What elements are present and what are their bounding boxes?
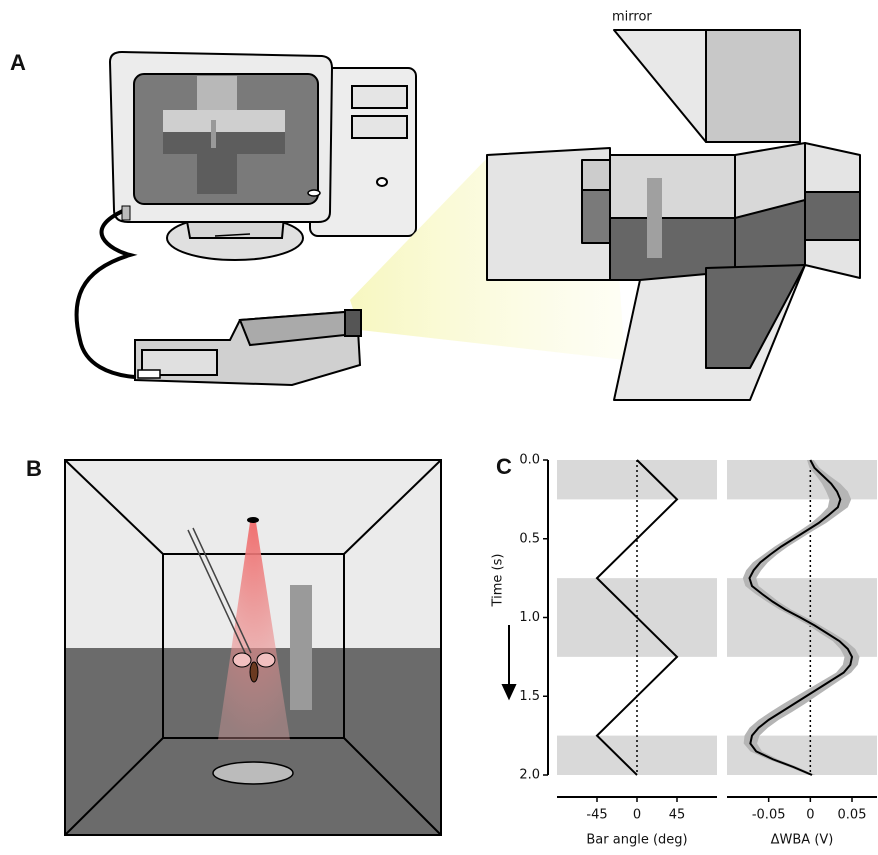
projector [134,309,362,387]
shaded-band [727,460,877,500]
x-tick-label: 45 [669,808,686,823]
time-arrow [501,625,517,701]
y-tick-label: 0.0 [519,453,540,468]
x-tick-label: -0.05 [752,808,786,823]
x-axis-label: Bar angle (deg) [586,833,687,848]
y-tick-label: 1.5 [519,689,540,704]
x-tick-label: -45 [586,808,607,823]
screen-image [163,76,285,194]
mirror-arena [486,29,861,401]
x-tick-label: 0.05 [838,808,867,823]
computer [74,50,417,379]
x-tick-label: 0 [633,808,641,823]
y-axis-label: Time (s) [491,554,506,608]
panel-label: B [26,456,42,481]
y-tick-label: 1.0 [519,610,540,625]
data-line [748,459,854,776]
x-axis-label: ΔWBA (V) [771,833,834,848]
panel-label: A [10,50,26,75]
panel-label: C [496,454,512,479]
arena-view [64,459,442,836]
mirror-label: mirror [612,10,652,25]
data-line [595,459,679,776]
x-tick-label: 0 [806,808,814,823]
y-tick-label: 2.0 [519,768,540,783]
y-tick-label: 0.5 [519,531,540,546]
